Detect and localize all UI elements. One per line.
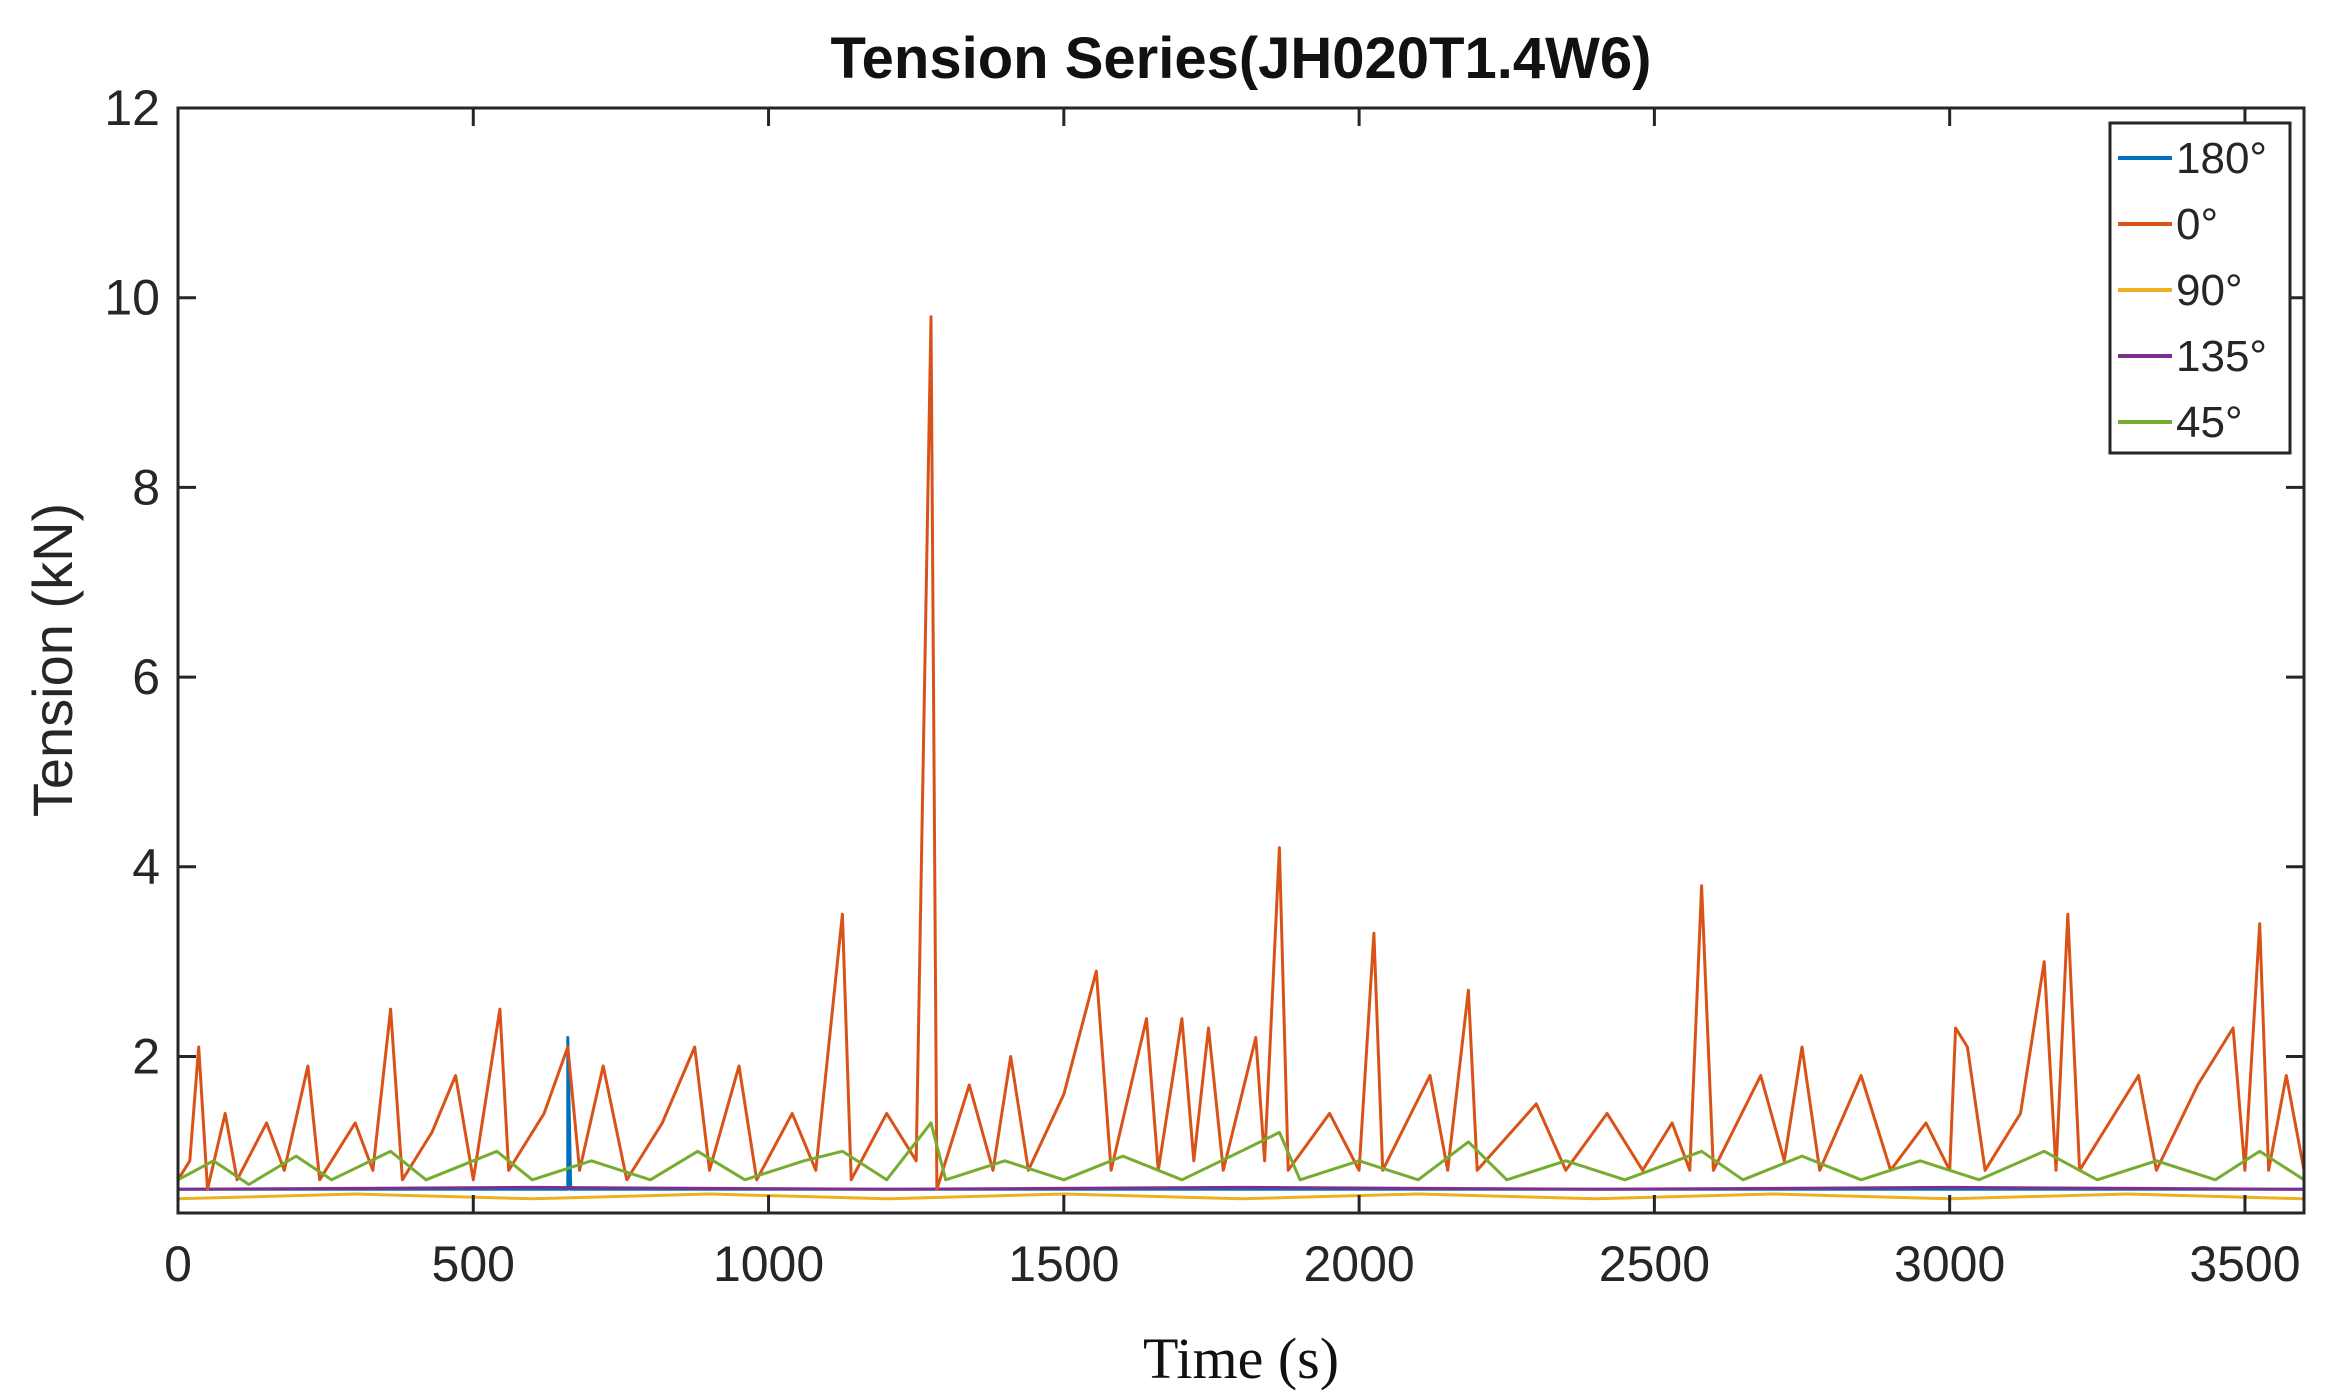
plot-frame: [176, 106, 2306, 1215]
x-tick-label: 500: [432, 1236, 515, 1292]
legend-label: 45°: [2176, 398, 2243, 447]
y-tick-label: 12: [104, 80, 160, 136]
y-tick-label: 4: [132, 839, 160, 895]
series-layer: [178, 315, 2304, 1201]
legend-label: 0°: [2176, 200, 2218, 249]
x-tick-label: 1500: [1008, 1236, 1119, 1292]
legend-label: 135°: [2176, 332, 2267, 381]
x-tick-label: 1000: [713, 1236, 824, 1292]
x-axis-ticks: 0 500 1000 1500 2000 2500 3000 3500: [164, 108, 2301, 1292]
legend-label: 180°: [2176, 134, 2267, 183]
series-line-1: [178, 315, 2304, 1191]
series-line-4: [178, 1121, 2304, 1186]
y-tick-label: 2: [132, 1028, 160, 1084]
x-tick-label: 0: [164, 1236, 192, 1292]
y-tick-label: 10: [104, 270, 160, 326]
x-tick-label: 3500: [2189, 1236, 2300, 1292]
x-tick-label: 3000: [1894, 1236, 2005, 1292]
x-axis-label: Time (s): [1143, 1326, 1339, 1391]
y-tick-label: 8: [132, 459, 160, 515]
chart-title: Tension Series(JH020T1.4W6): [831, 26, 1652, 91]
legend-label: 90°: [2176, 266, 2243, 315]
y-tick-label: 6: [132, 649, 160, 705]
x-tick-label: 2500: [1599, 1236, 1710, 1292]
series-line-3: [178, 1185, 2304, 1191]
x-tick-label: 2000: [1303, 1236, 1414, 1292]
y-axis-label: Tension (kN): [21, 503, 84, 817]
chart-legend: 180° 0° 90° 135° 45°: [2108, 121, 2292, 455]
y-axis-ticks: 2 4 6 8 10 12: [104, 80, 2304, 1084]
